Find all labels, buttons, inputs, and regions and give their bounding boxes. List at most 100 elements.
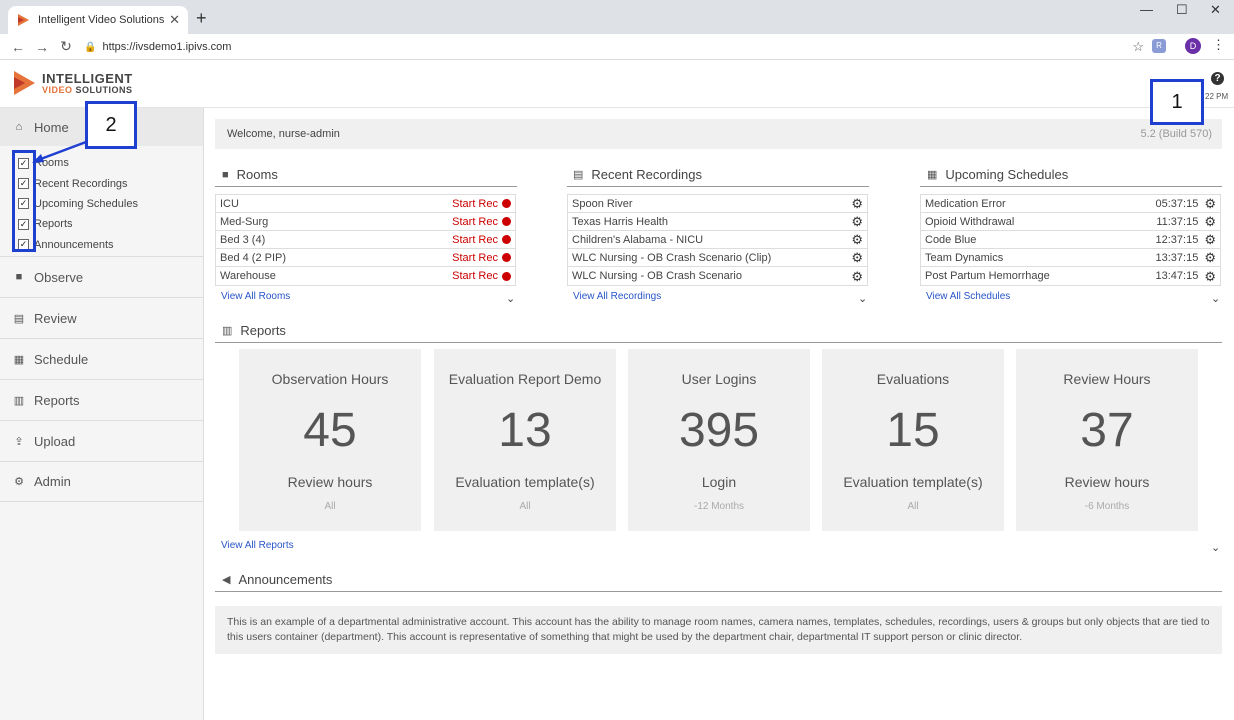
checklist-item-upcoming-schedules[interactable]: ✓ Upcoming Schedules xyxy=(18,194,138,214)
report-card[interactable]: User Logins 395 Login -12 Months xyxy=(628,349,810,531)
sidebar-item-reports[interactable]: ▥ Reports xyxy=(0,379,203,420)
sidebar-item-upload[interactable]: ⇪ Upload xyxy=(0,420,203,461)
recording-row[interactable]: WLC Nursing - OB Crash Scenario ⚙ xyxy=(568,267,867,285)
sidebar-item-schedule[interactable]: ▦ Schedule xyxy=(0,338,203,379)
reports-section-title: ▥ Reports xyxy=(222,323,286,338)
help-icon[interactable]: ? xyxy=(1211,72,1224,85)
logo-line2: VIDEO SOLUTIONS xyxy=(42,85,133,95)
room-row[interactable]: Med-Surg Start Rec xyxy=(216,213,515,231)
report-card-subtitle: Login xyxy=(701,474,737,490)
bookmark-star-icon[interactable]: ☆ xyxy=(1132,39,1144,54)
start-rec-button[interactable]: Start Rec xyxy=(452,270,498,282)
browser-tab[interactable]: Intelligent Video Solutions ✕ xyxy=(8,6,188,34)
reload-icon[interactable]: ↻ xyxy=(60,38,72,54)
film-icon: ▤ xyxy=(573,169,584,181)
sidebar-item-admin[interactable]: ⚙ Admin xyxy=(0,461,203,502)
calendar-icon: ▦ xyxy=(13,353,25,366)
gear-icon[interactable]: ⚙ xyxy=(851,196,863,211)
schedule-row[interactable]: Post Partum Hemorrhage 13:47:15 ⚙ xyxy=(921,267,1220,285)
report-card-footer: -12 Months xyxy=(693,501,745,512)
forward-icon[interactable]: → xyxy=(35,38,49,55)
checklist-item-announcements[interactable]: ✓ Announcements xyxy=(18,235,138,255)
schedule-time: 11:37:15 xyxy=(1156,215,1199,228)
gear-icon[interactable]: ⚙ xyxy=(1204,232,1216,247)
recording-row[interactable]: Children's Alabama - NICU ⚙ xyxy=(568,231,867,249)
tab-close-icon[interactable]: ✕ xyxy=(169,12,180,27)
record-dot-icon[interactable] xyxy=(502,253,511,262)
checkbox-checked-icon[interactable]: ✓ xyxy=(18,157,29,169)
schedule-row[interactable]: Medication Error 05:37:15 ⚙ xyxy=(921,195,1220,213)
report-card-value: 13 xyxy=(498,404,552,457)
announcements-title: Announcements xyxy=(238,572,333,587)
record-dot-icon[interactable] xyxy=(502,235,511,244)
checklist-item-recent-recordings[interactable]: ✓ Recent Recordings xyxy=(18,173,138,193)
chevron-down-icon[interactable]: ⌄ xyxy=(1211,542,1221,554)
gear-icon[interactable]: ⚙ xyxy=(851,232,863,247)
browser-menu-icon[interactable]: ⋮ xyxy=(1212,37,1225,52)
view-all-reports-link[interactable]: View All Reports xyxy=(221,540,294,551)
chevron-down-icon[interactable]: ⌄ xyxy=(1211,293,1221,305)
gear-icon[interactable]: ⚙ xyxy=(1204,268,1216,284)
new-tab-icon[interactable]: + xyxy=(196,8,207,28)
schedule-time: 13:47:15 xyxy=(1155,270,1199,282)
gear-icon[interactable]: ⚙ xyxy=(1204,250,1216,265)
report-card-title: User Logins xyxy=(681,371,757,387)
sidebar-item-label: Schedule xyxy=(34,351,89,367)
view-all-recordings-link[interactable]: View All Recordings xyxy=(573,291,662,302)
lock-icon: 🔒 xyxy=(84,41,97,53)
checkbox-checked-icon[interactable]: ✓ xyxy=(18,198,29,210)
record-dot-icon[interactable] xyxy=(502,217,511,226)
chevron-down-icon[interactable]: ⌄ xyxy=(858,293,868,305)
schedule-row[interactable]: Code Blue 12:37:15 ⚙ xyxy=(921,231,1220,249)
view-all-rooms-link[interactable]: View All Rooms xyxy=(221,291,291,302)
room-row[interactable]: ICU Start Rec xyxy=(216,195,515,213)
start-rec-button[interactable]: Start Rec xyxy=(452,251,498,264)
close-window-icon[interactable]: ✕ xyxy=(1210,2,1221,17)
record-dot-icon[interactable] xyxy=(502,199,511,208)
gear-icon[interactable]: ⚙ xyxy=(851,214,863,229)
bar-chart-icon: ▥ xyxy=(13,394,25,407)
view-all-schedules-link[interactable]: View All Schedules xyxy=(926,291,1011,302)
schedule-time: 05:37:15 xyxy=(1155,197,1199,210)
recording-row[interactable]: Spoon River ⚙ xyxy=(568,195,867,213)
checkbox-checked-icon[interactable]: ✓ xyxy=(18,178,29,190)
recording-row[interactable]: WLC Nursing - OB Crash Scenario (Clip) ⚙ xyxy=(568,249,867,267)
browser-tabstrip: Intelligent Video Solutions ✕ + — ☐ ✕ xyxy=(0,0,1234,34)
ivs-logo[interactable]: INTELLIGENT VIDEO SOLUTIONS xyxy=(12,70,133,96)
sidebar-item-observe[interactable]: ■ Observe xyxy=(0,256,203,297)
chevron-down-icon[interactable]: ⌄ xyxy=(506,293,516,305)
gear-icon[interactable]: ⚙ xyxy=(1204,196,1216,211)
schedule-row[interactable]: Opioid Withdrawal 11:37:15 ⚙ xyxy=(921,213,1220,231)
address-bar[interactable]: 🔒 https://ivsdemo1.ipivs.com ☆ xyxy=(84,36,1144,58)
room-row[interactable]: Bed 4 (2 PIP) Start Rec xyxy=(216,249,515,267)
maximize-icon[interactable]: ☐ xyxy=(1176,2,1188,17)
minimize-icon[interactable]: — xyxy=(1140,2,1153,17)
back-icon[interactable]: ← xyxy=(11,38,25,55)
profile-avatar[interactable]: D xyxy=(1185,38,1201,54)
start-rec-button[interactable]: Start Rec xyxy=(452,197,498,210)
sidebar-item-label: Observe xyxy=(34,269,84,285)
report-card[interactable]: Observation Hours 45 Review hours All xyxy=(239,349,421,531)
start-rec-button[interactable]: Start Rec xyxy=(452,215,498,228)
room-row[interactable]: Warehouse Start Rec xyxy=(216,267,515,285)
sidebar-item-review[interactable]: ▤ Review xyxy=(0,297,203,338)
recording-row[interactable]: Texas Harris Health ⚙ xyxy=(568,213,867,231)
report-card[interactable]: Evaluations 15 Evaluation template(s) Al… xyxy=(822,349,1004,531)
report-card[interactable]: Review Hours 37 Review hours -6 Months xyxy=(1016,349,1198,531)
start-rec-button[interactable]: Start Rec xyxy=(452,233,498,246)
schedule-row[interactable]: Team Dynamics 13:37:15 ⚙ xyxy=(921,249,1220,267)
recording-name: WLC Nursing - OB Crash Scenario xyxy=(572,270,742,282)
version-text: 5.2 (Build 570) xyxy=(1140,128,1212,140)
record-dot-icon[interactable] xyxy=(502,271,511,281)
room-row[interactable]: Bed 3 (4) Start Rec xyxy=(216,231,515,249)
checkbox-checked-icon[interactable]: ✓ xyxy=(18,218,29,230)
report-card[interactable]: Evaluation Report Demo 13 Evaluation tem… xyxy=(434,349,616,531)
rooms-title: Rooms xyxy=(236,167,278,182)
checklist-item-reports[interactable]: ✓ Reports xyxy=(18,214,138,234)
gear-icon[interactable]: ⚙ xyxy=(851,268,863,284)
report-card-footer: All xyxy=(324,501,336,512)
report-card-title: Evaluation Report Demo xyxy=(448,371,602,387)
extension-icon[interactable]: R xyxy=(1152,39,1166,53)
gear-icon[interactable]: ⚙ xyxy=(1204,214,1216,229)
gear-icon[interactable]: ⚙ xyxy=(851,250,863,265)
